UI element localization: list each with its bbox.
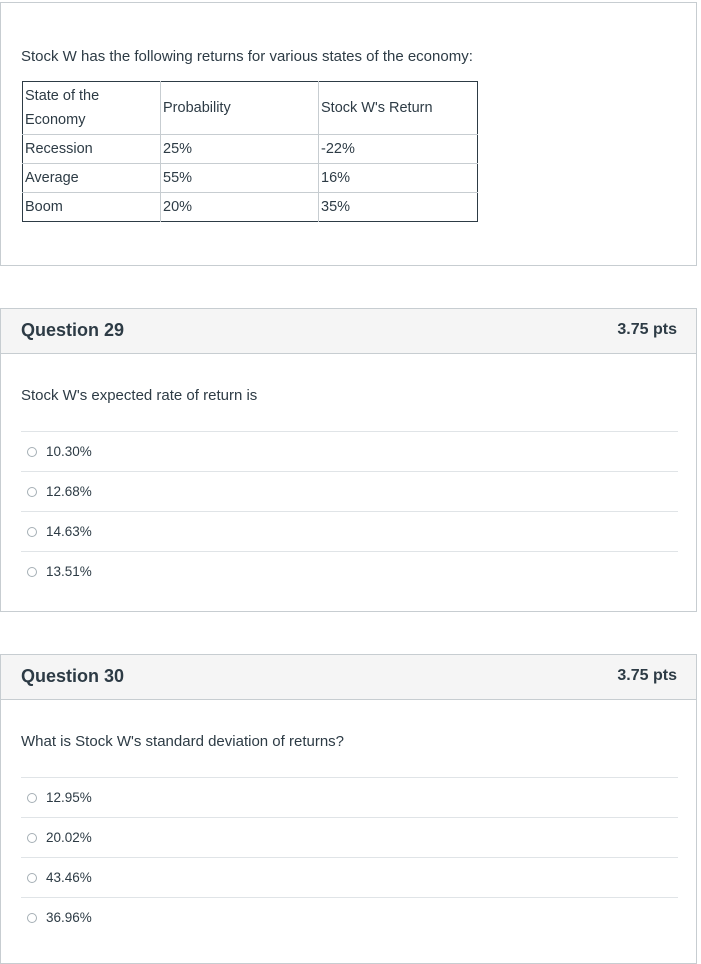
table-row: Recession 25% -22% (22, 134, 478, 164)
answer-list: 10.30% 12.68% 14.63% 13.51% (21, 431, 678, 591)
answer-option[interactable]: 14.63% (21, 511, 678, 551)
question-points: 3.75 pts (617, 667, 677, 684)
question-header: Question 29 3.75 pts (1, 309, 696, 354)
question-header: Question 30 3.75 pts (1, 655, 696, 700)
returns-table: State of the Economy Probability Stock W… (22, 81, 478, 222)
question-29-card: Question 29 3.75 pts Stock W's expected … (0, 308, 697, 612)
cell-probability: 55% (160, 163, 319, 193)
header-probability: Probability (160, 81, 319, 135)
question-title: Question 30 (21, 666, 125, 686)
question-points: 3.75 pts (617, 321, 677, 338)
answer-label[interactable]: 13.51% (46, 564, 92, 579)
cell-return: -22% (318, 134, 478, 164)
intro-text: Stock W has the following returns for va… (21, 48, 473, 65)
question-30-card: Question 30 3.75 pts What is Stock W's s… (0, 654, 697, 964)
table-header-row: State of the Economy Probability Stock W… (22, 81, 478, 135)
answer-option[interactable]: 43.46% (21, 857, 678, 897)
answer-label[interactable]: 36.96% (46, 910, 92, 925)
cell-state: Average (22, 163, 161, 193)
answer-option[interactable]: 12.95% (21, 777, 678, 817)
radio-button[interactable] (27, 446, 37, 457)
cell-return: 16% (318, 163, 478, 193)
cell-state: Recession (22, 134, 161, 164)
radio-button[interactable] (27, 872, 37, 883)
answer-option[interactable]: 36.96% (21, 897, 678, 937)
answer-option[interactable]: 12.68% (21, 471, 678, 511)
answer-label[interactable]: 43.46% (46, 870, 92, 885)
answer-label[interactable]: 20.02% (46, 830, 92, 845)
answer-option[interactable]: 20.02% (21, 817, 678, 857)
radio-button[interactable] (27, 832, 37, 843)
radio-button[interactable] (27, 792, 37, 803)
radio-button[interactable] (27, 566, 37, 577)
table-row: Average 55% 16% (22, 163, 478, 193)
table-row: Boom 20% 35% (22, 192, 478, 222)
answer-label[interactable]: 10.30% (46, 444, 92, 459)
answer-option[interactable]: 10.30% (21, 431, 678, 471)
radio-button[interactable] (27, 526, 37, 537)
cell-probability: 20% (160, 192, 319, 222)
question-text: What is Stock W's standard deviation of … (21, 733, 345, 750)
cell-return: 35% (321, 199, 351, 215)
question-text: Stock W's expected rate of return is (21, 387, 258, 404)
radio-button[interactable] (27, 912, 37, 923)
answer-list: 12.95% 20.02% 43.46% 36.96% (21, 777, 678, 937)
context-card: Stock W has the following returns for va… (0, 2, 697, 266)
answer-label[interactable]: 12.95% (46, 790, 92, 805)
question-title: Question 29 (21, 320, 125, 340)
answer-label[interactable]: 14.63% (46, 524, 92, 539)
header-state: State of the Economy (22, 81, 161, 135)
cell-probability: 25% (160, 134, 319, 164)
radio-button[interactable] (27, 486, 37, 497)
cell-state: Boom (22, 192, 161, 222)
header-return: Stock W's Return (318, 81, 478, 135)
answer-label[interactable]: 12.68% (46, 484, 92, 499)
answer-option[interactable]: 13.51% (21, 551, 678, 591)
